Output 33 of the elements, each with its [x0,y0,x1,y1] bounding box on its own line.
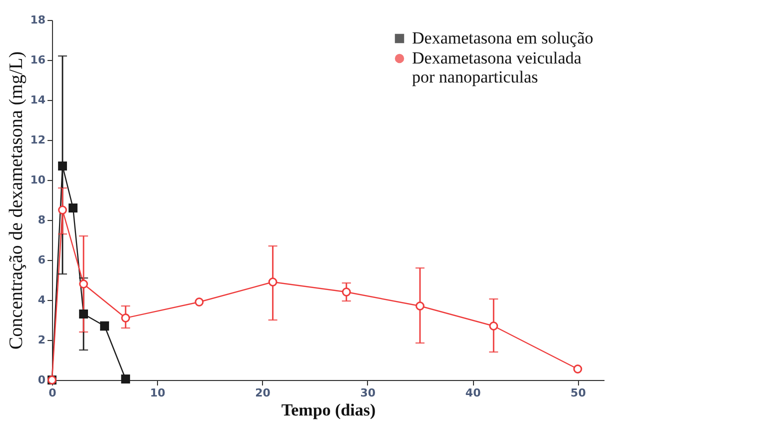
point [121,374,130,384]
x-tick-label: 10 [150,386,166,400]
point [416,302,424,310]
y-tick-label: 16 [30,54,46,66]
point [573,364,582,374]
y-tick-label: 18 [30,14,46,26]
x-tick-label: 40 [465,386,482,400]
y-tick-label: 6 [38,254,46,266]
y-tick-label: 8 [38,214,46,226]
y-tick-label: 12 [30,134,46,146]
y-tick-label: 14 [30,94,46,106]
point [79,280,88,288]
point [342,288,351,296]
y-axis-title: Concentração de dexametasona (mg/L) [6,51,28,350]
x-tick-label: 30 [360,386,376,400]
y-tick-label: 0 [38,374,46,386]
y-tick-label: 2 [38,334,46,346]
x-tick-label: 50 [570,386,586,400]
point [79,310,88,318]
x-tick-label: 20 [255,386,271,400]
point [58,206,67,214]
legend-label: Dexametasona em solução [412,28,594,48]
point [58,162,67,170]
x-axis-title: Tempo (dias) [281,400,376,420]
legend-label: Dexametasona veiculada por nanoparticulas [412,48,582,86]
x-tick-label: 0 [48,386,57,400]
point [194,298,204,306]
y-tick-label: 10 [30,174,46,186]
y-tick-label: 4 [38,294,46,306]
point [489,322,498,330]
point [68,204,78,212]
point [121,314,130,322]
point [268,278,278,286]
